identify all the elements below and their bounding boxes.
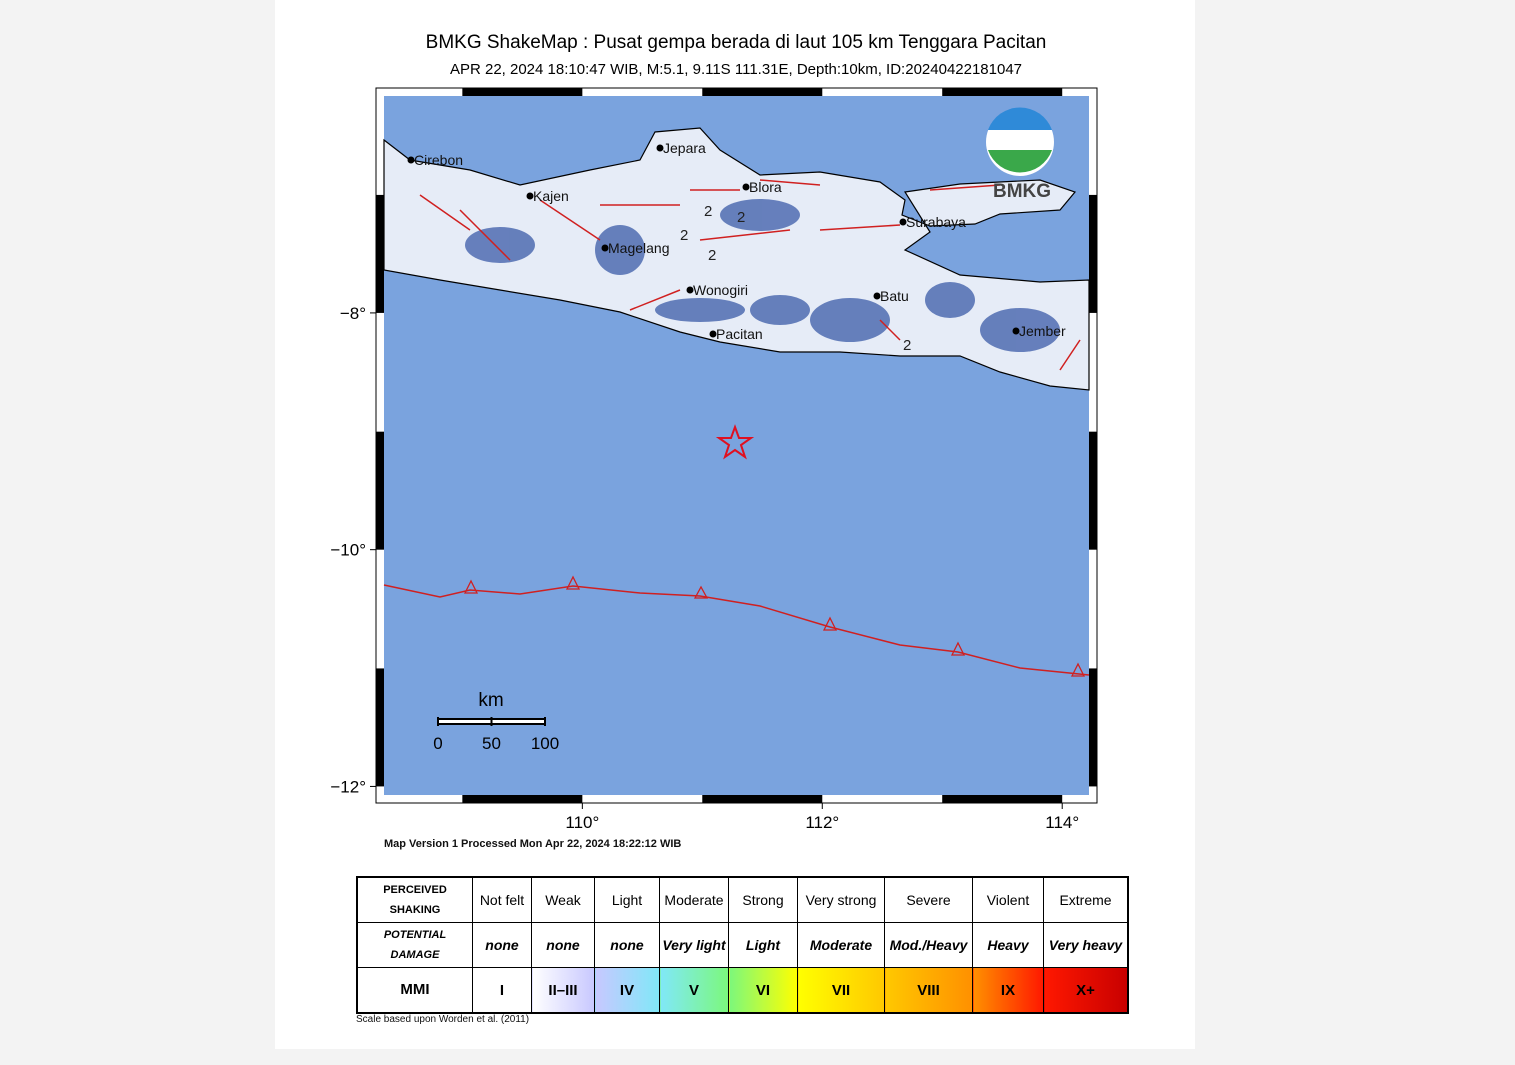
legend-cell: IX (972, 967, 1044, 1014)
legend-row-label: POTENTIAL DAMAGE (356, 922, 473, 968)
land (383, 127, 1090, 391)
lon-tick-label: 114° (1045, 813, 1079, 832)
legend-cell: none (531, 922, 595, 968)
frame-segment (702, 795, 823, 803)
legend-cell: Very light (659, 922, 729, 968)
frame-segment (376, 431, 384, 550)
contour-label: 2 (708, 247, 716, 264)
legend-cell: none (594, 922, 660, 968)
frame-segment (1089, 668, 1097, 787)
contour-label: 2 (737, 209, 745, 226)
legend-cell: Light (594, 876, 660, 923)
city-label: Pacitan (716, 326, 763, 342)
scale-tick-label: 50 (482, 734, 501, 753)
trench-teeth (463, 575, 1086, 677)
contour-label: 2 (903, 337, 911, 354)
frame-segment (462, 88, 583, 96)
subtitle: APR 22, 2024 18:10:47 WIB, M:5.1, 9.11S … (450, 61, 1022, 78)
processed-note: Map Version 1 Processed Mon Apr 22, 2024… (384, 838, 682, 850)
legend-row: PERCEIVED SHAKING Not felt Weak Light Modera… (356, 876, 1129, 923)
legend-cell: VI (728, 967, 798, 1014)
legend-cell: Moderate (797, 922, 885, 968)
legend-cell: Very heavy (1043, 922, 1129, 968)
frame-segment (1089, 194, 1097, 313)
frame-segment (1089, 431, 1097, 550)
scale-unit: km (478, 690, 503, 711)
legend-cell: Heavy (972, 922, 1044, 968)
city-label: Batu (880, 288, 909, 304)
legend-cell: VIII (884, 967, 973, 1014)
legend-cell: Extreme (1043, 876, 1129, 923)
legend-cell: Strong (728, 876, 798, 923)
frame-segment (376, 668, 384, 787)
city-dot (686, 286, 694, 294)
city-dot (899, 218, 907, 226)
epicenter (715, 424, 755, 460)
city-dot (656, 144, 664, 152)
city-label: Jepara (663, 140, 706, 156)
legend-cell: Very strong (797, 876, 885, 923)
frame-segment (376, 194, 384, 313)
lat-tick-label: −8° (340, 304, 366, 323)
city-label: Jember (1019, 323, 1066, 339)
legend-cell: Light (728, 922, 798, 968)
city-dot (407, 156, 415, 164)
frame-segment (942, 795, 1063, 803)
legend-cell: X+ (1043, 967, 1129, 1014)
logo-text: BMKG (993, 181, 1051, 202)
city-dot (742, 183, 750, 191)
legend-row: POTENTIAL DAMAGE none none none Very light Li… (356, 922, 1129, 968)
shaking-patches (465, 199, 1060, 352)
lon-tick-label: 112° (805, 813, 839, 832)
legend-cell: IV (594, 967, 660, 1014)
legend-cell: Severe (884, 876, 973, 923)
legend-cell: Violent (972, 876, 1044, 923)
contour-label: 2 (704, 203, 712, 220)
city-label: Wonogiri (693, 282, 748, 298)
legend-cell: Moderate (659, 876, 729, 923)
source-note: Scale based upon Worden et al. (2011) (356, 1014, 530, 1025)
legend-row: MMI I II–III IV V VI VII VIII IX X+ (356, 967, 1129, 1014)
trench (383, 584, 1090, 676)
lat-tick-label: −12° (330, 777, 366, 796)
contour-label: 2 (680, 227, 688, 244)
city-label: Blora (749, 179, 782, 195)
logo (986, 107, 1054, 176)
city-dot (873, 292, 881, 300)
legend-row-label: MMI (356, 967, 473, 1014)
legend-cell: II–III (531, 967, 595, 1014)
city-label: Cirebon (414, 152, 463, 168)
map: BMKG ShakeMap : Pusat gempa berada di la… (330, 32, 1098, 832)
scale-tick-label: 100 (531, 734, 559, 753)
scale-tick-label: 0 (433, 734, 442, 753)
title: BMKG ShakeMap : Pusat gempa berada di la… (426, 32, 1047, 53)
legend-row-label: PERCEIVED SHAKING (356, 876, 473, 923)
lon-tick-label: 110° (565, 813, 599, 832)
city-dot (709, 330, 717, 338)
frame-segment (462, 795, 583, 803)
legend-cell: none (472, 922, 532, 968)
legend-cell: VII (797, 967, 885, 1014)
legend-cell: Mod./Heavy (884, 922, 973, 968)
frame-segment (702, 88, 823, 96)
city-label: Magelang (608, 240, 670, 256)
legend-cell: Weak (531, 876, 595, 923)
city-dot (1012, 327, 1020, 335)
faults (419, 179, 1081, 371)
city-label: Surabaya (906, 214, 966, 230)
city-dot (526, 192, 534, 200)
legend: PERCEIVED SHAKING Not felt Weak Light Modera… (356, 876, 1129, 1014)
legend-cell: Not felt (472, 876, 532, 923)
legend-cell: I (472, 967, 532, 1014)
city-label: Kajen (533, 188, 569, 204)
legend-cell: V (659, 967, 729, 1014)
frame-segment (942, 88, 1063, 96)
city-dot (601, 244, 609, 252)
lat-tick-label: −10° (330, 541, 366, 560)
